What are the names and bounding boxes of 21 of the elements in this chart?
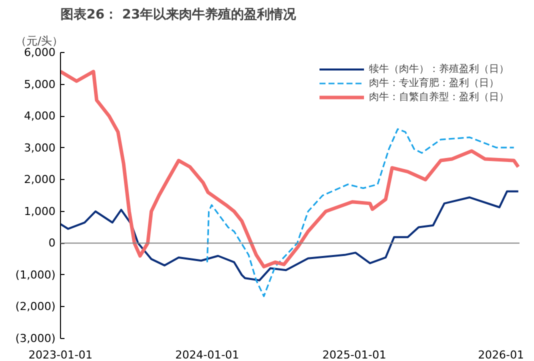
legend-label: 犊牛（肉牛）：养殖盈利（日） — [369, 62, 509, 76]
y-tick-label: 1,000 — [24, 204, 56, 218]
line-series — [60, 190, 520, 282]
x-tick-label: 2025-01-01 — [322, 348, 386, 361]
chart-title: 图表26： 23年以来肉牛养殖的盈利情况 — [60, 6, 298, 22]
y-tick-label: 3,000 — [24, 141, 56, 154]
y-tick-label: 5,000 — [24, 78, 56, 91]
y-tick-label: (1,000) — [15, 268, 56, 282]
y-tick-label: 4,000 — [24, 110, 56, 123]
y-tick-label: (3,000) — [15, 332, 56, 345]
y-tick-label: 6,000 — [24, 46, 56, 59]
legend-label: 肉牛：专业育肥：盈利（日） — [369, 76, 499, 90]
line-series — [206, 128, 515, 298]
y-axis-title: （元/头） — [16, 34, 64, 48]
y-tick-label: 2,000 — [24, 173, 56, 186]
x-tick-label: 2023-01-01 — [28, 348, 92, 361]
y-tick-label: (2,000) — [15, 300, 56, 314]
x-tick-label: 2024-01-01 — [175, 348, 240, 361]
legend-label: 肉牛：自繁自养型：盈利（日） — [369, 90, 509, 104]
x-tick-label: 2026-01 — [478, 348, 524, 361]
y-tick-label: 0 — [48, 236, 56, 250]
